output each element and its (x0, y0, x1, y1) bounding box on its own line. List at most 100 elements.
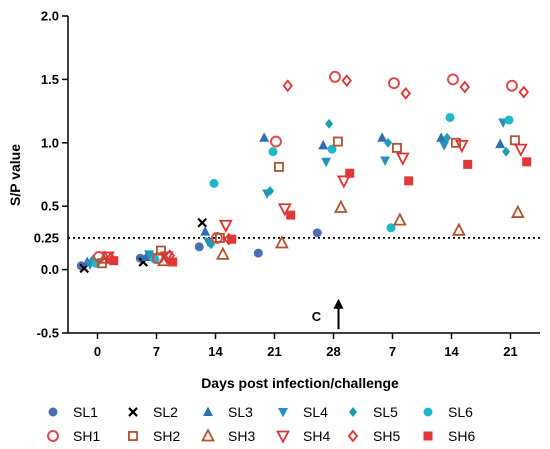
marker-shape (214, 232, 225, 243)
marker-shape (510, 204, 525, 218)
marker-shape (156, 252, 171, 267)
marker-shape (128, 431, 138, 441)
marker-shape (454, 139, 469, 154)
marker-shape (504, 115, 514, 125)
marker-shape (266, 186, 275, 196)
legend-label-sl4: SL4 (303, 404, 328, 420)
data-point-sh2 (391, 142, 402, 153)
marker-shape (259, 132, 270, 142)
data-point-sh3 (451, 222, 466, 236)
marker-shape (502, 146, 511, 157)
marker-shape (48, 407, 58, 417)
legend-marker-sh3 (201, 428, 215, 442)
legend-label-sh1: SH1 (73, 428, 100, 444)
legend-marker-sl6 (423, 407, 433, 417)
marker-shape (215, 246, 230, 260)
marker-shape (400, 86, 411, 100)
data-point-sh3 (333, 199, 348, 213)
marker-shape (201, 428, 215, 442)
data-point-sl5 (266, 186, 275, 196)
marker-shape (509, 135, 520, 146)
data-point-sh1 (329, 70, 341, 83)
marker-shape (329, 70, 341, 83)
data-point-sl3 (259, 132, 270, 142)
legend-marker-sl4 (278, 407, 288, 418)
legend-marker-sh1 (47, 430, 59, 442)
data-point-sl6 (209, 178, 219, 188)
data-point-sh5 (518, 85, 529, 99)
marker-shape (148, 250, 157, 261)
data-point-sl5 (443, 132, 452, 143)
data-point-sl6 (445, 112, 455, 122)
y-axis-title-wrap: S/P value (7, 144, 23, 206)
legend-label-sl6: SL6 (448, 404, 473, 420)
data-point-sh6 (286, 210, 296, 220)
data-point-sl4 (380, 156, 391, 166)
data-point-sl6 (327, 144, 337, 154)
data-point-sh3 (392, 212, 407, 226)
marker-shape (518, 85, 529, 99)
marker-shape (218, 219, 233, 234)
marker-shape (332, 136, 343, 147)
data-point-sl3 (318, 139, 329, 150)
legend-label-sh2: SH2 (153, 428, 180, 444)
data-point-sh5 (341, 74, 352, 88)
marker-shape (333, 199, 348, 213)
data-point-sh1 (270, 135, 282, 148)
marker-shape (194, 242, 204, 252)
annotation-arrow-head (333, 298, 344, 309)
y-tick-label: 0.5 (41, 199, 59, 214)
marker-shape (445, 112, 455, 122)
data-point-sl5 (384, 137, 393, 148)
data-point-sh2 (509, 135, 520, 146)
x-tick-label: 21 (267, 344, 281, 359)
marker-shape (200, 226, 211, 236)
y-tick-label: 1.0 (41, 135, 59, 150)
x-tick-label: 14 (444, 344, 459, 359)
data-point-sh2 (273, 161, 284, 172)
marker-shape (451, 222, 466, 236)
data-point-sh4 (513, 143, 528, 157)
marker-shape (513, 143, 528, 157)
marker-shape (318, 139, 329, 150)
data-points (76, 70, 532, 274)
data-point-sl6 (268, 147, 278, 157)
legend-marker-sl1 (48, 407, 58, 417)
data-point-sh3 (156, 252, 171, 267)
data-point-sh3 (274, 235, 289, 249)
y-axis-title: S/P value (7, 144, 23, 206)
data-point-sh4 (336, 175, 351, 189)
legend-marker-sh5 (347, 429, 359, 443)
data-point-sh4 (277, 203, 292, 217)
marker-shape (325, 118, 334, 129)
marker-shape (207, 239, 216, 250)
marker-shape (197, 217, 208, 228)
legend-marker-sh2 (128, 431, 138, 441)
x-tick-label: 0 (94, 344, 101, 359)
x-tick-label: 7 (153, 344, 160, 359)
marker-shape (450, 137, 461, 148)
marker-shape (203, 406, 213, 417)
marker-shape (436, 132, 447, 142)
data-point-sl5 (325, 118, 334, 129)
data-point-sl1 (194, 242, 204, 252)
marker-shape (404, 176, 414, 186)
marker-shape (286, 210, 296, 220)
marker-shape (274, 235, 289, 249)
y-tick-label: 0.0 (41, 262, 59, 277)
data-point-sl3 (436, 132, 447, 142)
data-point-sh2 (450, 137, 461, 148)
marker-shape (463, 159, 473, 169)
marker-shape (423, 407, 433, 417)
marker-shape (384, 137, 393, 148)
data-point-sh4 (395, 152, 410, 166)
marker-shape (155, 245, 166, 256)
data-point-sl2 (197, 217, 208, 228)
marker-shape (392, 212, 407, 226)
legend-marker-sl3 (203, 406, 213, 417)
marker-shape (341, 74, 352, 88)
data-point-sl5 (207, 239, 216, 250)
data-point-sh4 (454, 139, 469, 154)
cutoff-label: 0.25 (34, 230, 59, 245)
data-point-sh2 (155, 245, 166, 256)
